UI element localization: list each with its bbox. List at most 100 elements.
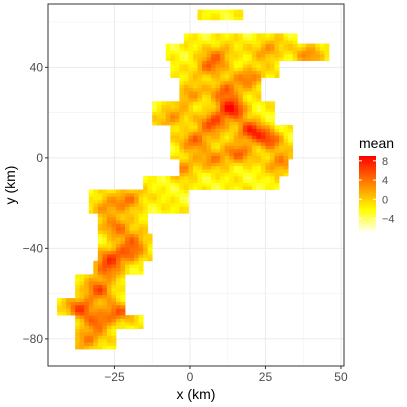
heat-cell <box>292 43 298 48</box>
heat-cell <box>75 342 81 347</box>
heat-cell <box>179 138 185 143</box>
heat-cell <box>206 175 212 180</box>
heat-cell <box>84 301 90 306</box>
heat-cell <box>165 121 171 126</box>
heat-cell <box>251 169 257 173</box>
heat-cell <box>265 155 271 160</box>
heat-cell <box>206 128 212 133</box>
heat-cell <box>115 318 121 323</box>
heat-cell <box>256 74 262 78</box>
heat-cell <box>138 199 144 204</box>
heat-cell <box>233 125 239 129</box>
heat-cell <box>202 74 207 78</box>
heat-cell <box>152 175 158 180</box>
heat-cell <box>238 142 244 146</box>
heat-cell <box>288 135 294 140</box>
heat-cell <box>251 182 257 187</box>
heat-cell <box>134 254 140 258</box>
heat-cell <box>251 46 257 51</box>
heat-cell <box>211 148 217 153</box>
heat-cell <box>129 223 135 228</box>
heat-cell <box>270 108 275 112</box>
heat-cell <box>229 50 235 55</box>
heat-cell <box>260 36 266 41</box>
heat-cell <box>93 315 99 319</box>
heat-cell <box>215 179 221 184</box>
heat-cell <box>192 87 198 92</box>
heat-cell <box>251 36 257 41</box>
heat-cell <box>88 338 94 343</box>
heat-cell <box>174 138 180 143</box>
heat-cell <box>256 179 262 184</box>
heat-cell <box>224 97 230 102</box>
heat-cell <box>88 189 94 194</box>
heat-cell <box>251 179 257 184</box>
heat-cell <box>111 284 117 289</box>
heat-cell <box>143 186 149 190</box>
heat-cell <box>265 148 271 153</box>
heat-cell <box>229 67 235 72</box>
heat-cell <box>170 60 176 65</box>
heat-cell <box>283 57 289 61</box>
heat-cell <box>224 108 230 112</box>
heat-cell <box>111 315 117 319</box>
heat-cell <box>229 114 235 119</box>
heat-cell <box>274 43 280 48</box>
heat-cell <box>170 67 176 72</box>
heat-cell <box>215 97 221 102</box>
heat-cell <box>233 77 239 82</box>
heat-cell <box>115 209 121 214</box>
heat-cell <box>161 192 167 197</box>
heat-cell <box>197 9 203 14</box>
heat-cell <box>183 80 189 85</box>
heat-cell <box>224 135 230 140</box>
heat-cell <box>179 80 185 85</box>
heat-cell <box>192 33 198 38</box>
heat-cell <box>202 43 207 48</box>
heat-cell <box>215 67 221 72</box>
heat-cell <box>274 128 280 133</box>
heat-cell <box>161 189 167 194</box>
heat-cell <box>174 148 180 153</box>
heat-cell <box>125 257 130 262</box>
heat-cell <box>152 199 158 204</box>
heat-cell <box>260 155 266 160</box>
heat-cell <box>256 101 262 106</box>
heat-cell <box>125 321 130 326</box>
heat-cell <box>102 270 108 275</box>
heat-cell <box>165 108 171 112</box>
heat-cell <box>215 148 221 153</box>
heat-cell <box>66 311 72 316</box>
heat-cell <box>188 186 194 190</box>
heat-cell <box>170 175 176 180</box>
heat-cell <box>251 74 257 78</box>
heat-cell <box>179 125 185 129</box>
heat-cell <box>265 60 271 65</box>
heat-cell <box>70 304 76 309</box>
heat-cell <box>206 36 212 41</box>
heat-cell <box>179 114 185 119</box>
heat-cell <box>174 104 180 109</box>
heat-cell <box>238 101 244 106</box>
heat-cell <box>215 145 221 150</box>
heat-cell <box>256 155 262 160</box>
heat-cell <box>202 97 207 102</box>
heat-cell <box>211 33 217 38</box>
heat-cell <box>310 46 316 51</box>
heat-cell <box>202 46 207 51</box>
heat-cell <box>229 97 235 102</box>
heat-cell <box>165 114 171 119</box>
heat-cell <box>88 274 94 279</box>
heat-cell <box>206 104 212 109</box>
heat-cell <box>102 291 108 296</box>
heat-cell <box>111 240 117 245</box>
heat-cell <box>192 145 198 150</box>
heat-cell <box>174 70 180 75</box>
heat-cell <box>202 135 207 140</box>
heat-cell <box>179 70 185 75</box>
heat-cell <box>270 118 275 123</box>
heat-cell <box>202 175 207 180</box>
heat-cell <box>256 165 262 170</box>
heat-cell <box>97 223 103 228</box>
heat-cell <box>183 182 189 187</box>
